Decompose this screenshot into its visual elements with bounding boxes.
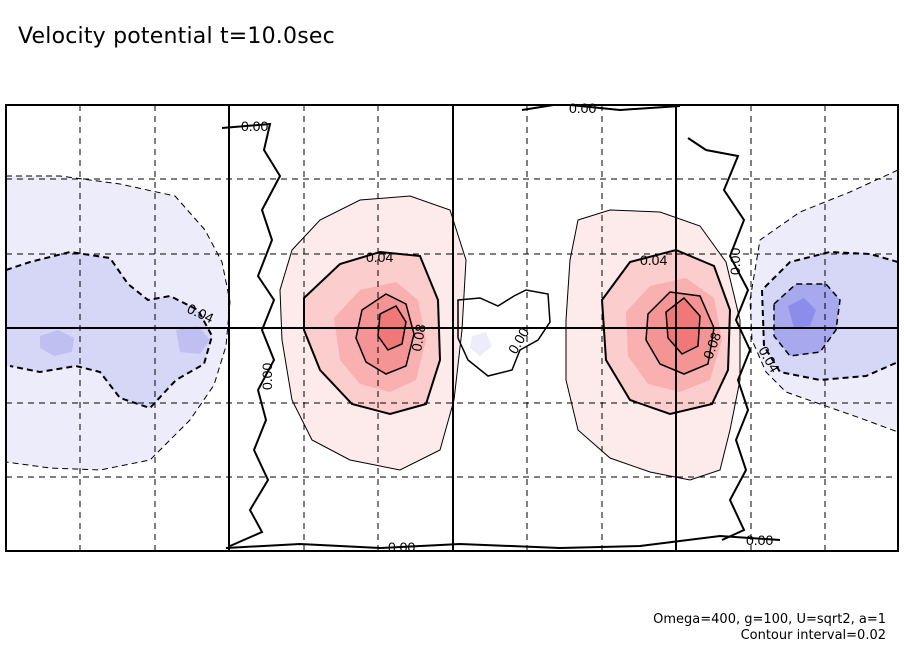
neg-region-inner-left2 [176, 326, 210, 354]
contour-label: 0.00 [259, 363, 275, 390]
neg-region-core-right [788, 298, 816, 328]
contour-label: 0.00 [241, 118, 268, 134]
contour-neg-right-004 [760, 250, 898, 382]
contour-pos-right-outer [565, 209, 741, 481]
contour-lines [6, 105, 898, 550]
contour-zero-center [457, 289, 551, 377]
contour-zero-left [221, 122, 282, 547]
contour-label: 0.00 [569, 100, 596, 116]
contour-label: 0.08 [408, 323, 429, 353]
model-parameters: Omega=400, g=100, U=sqrt2, a=1 [653, 612, 886, 627]
pos-right-4 [666, 298, 700, 354]
contour-label: 0.04 [640, 252, 667, 268]
contour-label: 0.04 [366, 249, 393, 265]
contour-interval: Contour interval=0.02 [740, 628, 886, 643]
contour-neg-left-004 [6, 250, 214, 410]
contour-label: 0.00 [746, 532, 773, 548]
plot-frame [5, 104, 899, 552]
contour-label: 0.00 [727, 248, 743, 275]
neg-region-center [470, 332, 492, 356]
neg-region-inner-left1 [40, 330, 74, 356]
contour-zero-top [521, 105, 681, 112]
footer-notes: Omega=400, g=100, U=sqrt2, a=1 Contour i… [653, 612, 886, 644]
contour-zero-bottom [225, 534, 781, 550]
contour-pos-right-inner [645, 291, 715, 375]
grid-solid [6, 105, 898, 551]
contour-pos-left-inner [355, 293, 415, 375]
contour-pos-left-outer [279, 195, 467, 471]
contour-pos-right-core [665, 296, 701, 355]
contour-zero-right [687, 137, 752, 541]
contour-neg-right-inner [773, 283, 841, 357]
chart-title: Velocity potential t=10.0sec [18, 24, 335, 49]
contour-label: 0.00 [388, 539, 415, 555]
contour-label: 0.00 [505, 325, 533, 357]
plot-area [6, 105, 898, 550]
